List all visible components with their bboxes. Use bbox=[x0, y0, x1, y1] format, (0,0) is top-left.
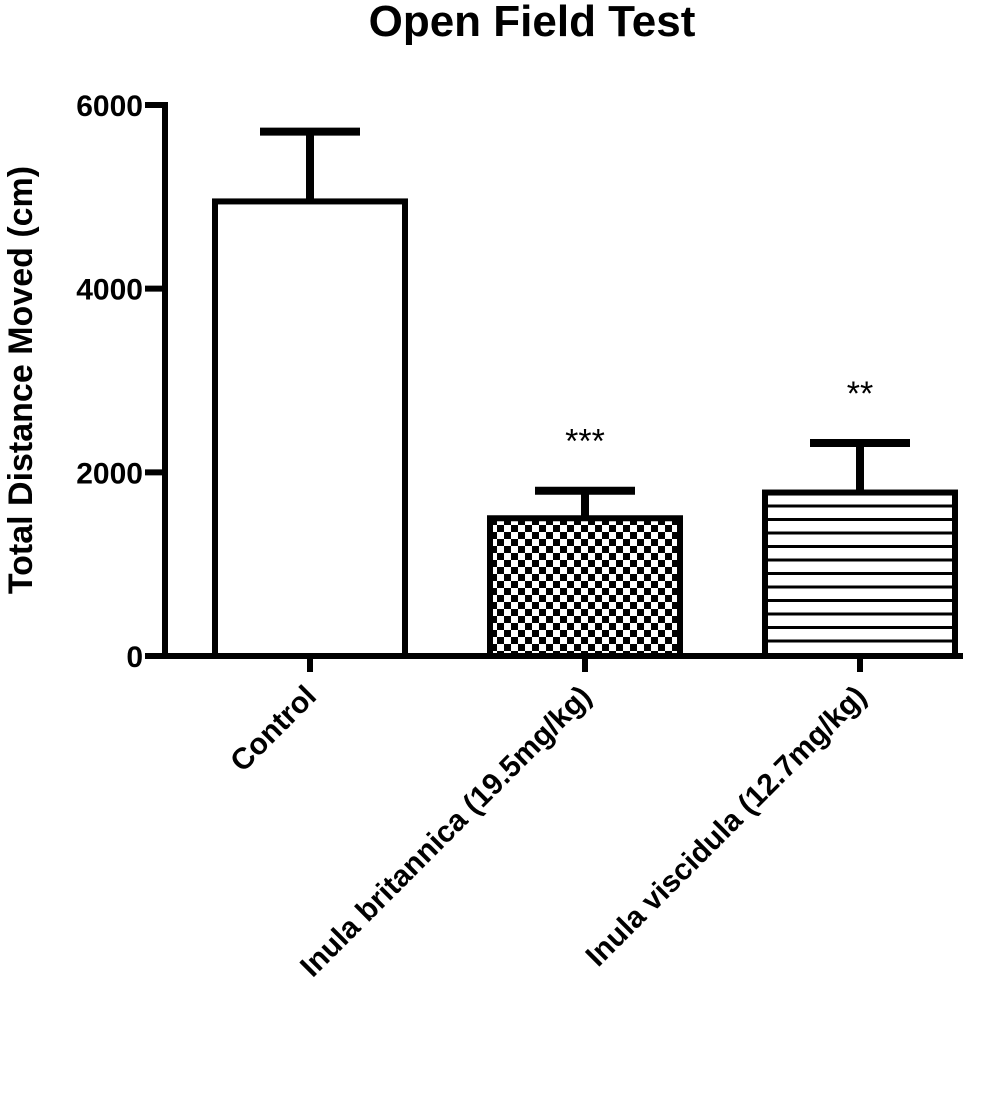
y-tick-label: 4000 bbox=[76, 274, 143, 307]
y-tick-label: 2000 bbox=[76, 457, 143, 490]
significance-label: *** bbox=[565, 423, 605, 461]
y-tick-label: 0 bbox=[126, 641, 143, 674]
bar bbox=[762, 489, 958, 659]
x-tick-label: Inula viscidula (12.7mg/kg) bbox=[580, 680, 873, 973]
chart-title: Open Field Test bbox=[369, 0, 696, 46]
y-tick-label: 6000 bbox=[76, 90, 143, 123]
bar bbox=[212, 198, 408, 660]
y-axis-label: Total Distance Moved (cm) bbox=[2, 166, 40, 594]
bar bbox=[487, 515, 683, 659]
significance-label: ** bbox=[847, 375, 873, 413]
x-tick-label: Control bbox=[224, 680, 323, 779]
x-tick-label: Inula britannica (19.5mg/kg) bbox=[294, 680, 598, 984]
